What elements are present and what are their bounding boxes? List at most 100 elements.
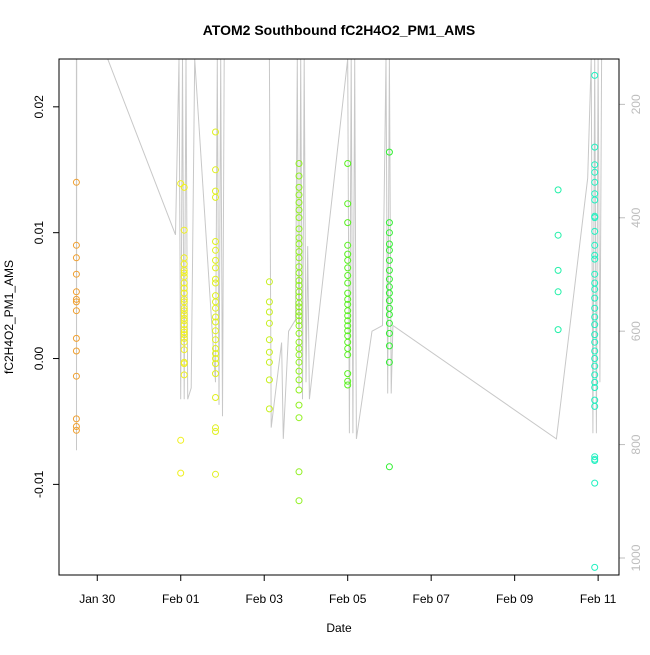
data-point bbox=[591, 453, 599, 461]
data-point bbox=[295, 322, 303, 330]
x-tick-label: Feb 01 bbox=[162, 592, 200, 606]
data-point bbox=[295, 386, 303, 394]
data-point bbox=[591, 347, 599, 355]
data-point bbox=[295, 312, 303, 320]
y-axis-label: fC2H4O2_PM1_AMS bbox=[2, 260, 16, 374]
data-point bbox=[180, 338, 188, 346]
data-point bbox=[385, 229, 393, 237]
data-point bbox=[591, 71, 599, 79]
data-point bbox=[295, 317, 303, 325]
y-tick-label: -0.01 bbox=[32, 470, 46, 498]
data-point bbox=[180, 326, 188, 334]
data-point bbox=[385, 358, 393, 366]
data-point bbox=[72, 241, 80, 249]
data-point bbox=[265, 358, 273, 366]
data-point bbox=[295, 358, 303, 366]
altitude-trace-line bbox=[75, 59, 603, 451]
data-point bbox=[265, 308, 273, 316]
data-point bbox=[212, 350, 219, 357]
data-point bbox=[295, 299, 303, 307]
data-point bbox=[212, 256, 219, 264]
data-point bbox=[180, 360, 188, 368]
data-point bbox=[212, 370, 219, 378]
data-point bbox=[344, 264, 352, 272]
data-point bbox=[344, 272, 352, 279]
y-tick-label: 0.00 bbox=[32, 347, 46, 371]
data-point bbox=[212, 428, 219, 435]
data-point bbox=[591, 241, 599, 249]
data-point bbox=[180, 183, 188, 191]
data-point bbox=[554, 231, 562, 239]
data-point bbox=[591, 178, 599, 186]
data-point bbox=[344, 312, 352, 320]
right-axis-tick-label: 400 bbox=[629, 207, 643, 227]
data-point bbox=[344, 370, 352, 378]
data-point bbox=[212, 424, 219, 432]
data-point bbox=[591, 378, 599, 386]
data-point bbox=[295, 303, 303, 311]
data-point bbox=[385, 289, 393, 297]
data-point bbox=[344, 377, 352, 385]
x-tick-label: Feb 07 bbox=[412, 592, 450, 606]
data-point bbox=[295, 497, 303, 505]
data-point bbox=[385, 329, 393, 337]
x-tick-label: Jan 30 bbox=[79, 592, 115, 606]
data-point bbox=[180, 331, 188, 339]
data-point bbox=[295, 329, 303, 337]
data-point bbox=[295, 288, 303, 296]
data-point bbox=[591, 338, 599, 346]
data-point bbox=[180, 279, 188, 287]
data-point bbox=[591, 304, 599, 312]
data-point bbox=[295, 172, 303, 180]
data-point bbox=[295, 308, 303, 316]
data-point bbox=[295, 191, 303, 199]
data-point bbox=[212, 360, 219, 368]
data-point bbox=[295, 225, 303, 233]
data-point bbox=[385, 463, 393, 471]
data-point bbox=[344, 295, 352, 303]
data-point bbox=[591, 214, 599, 222]
y-tick-label: 0.01 bbox=[32, 221, 46, 245]
data-point bbox=[295, 351, 303, 359]
data-point bbox=[212, 327, 219, 335]
data-point bbox=[344, 241, 352, 249]
data-point bbox=[295, 183, 303, 191]
data-point bbox=[72, 426, 80, 434]
data-point bbox=[591, 161, 599, 169]
data-point bbox=[385, 256, 393, 264]
data-point bbox=[295, 468, 303, 476]
data-point bbox=[295, 269, 303, 277]
data-point bbox=[344, 327, 352, 335]
data-point bbox=[180, 307, 188, 315]
data-point bbox=[212, 345, 219, 352]
data-point bbox=[212, 470, 219, 478]
data-point bbox=[265, 278, 273, 286]
data-points-layer bbox=[72, 71, 599, 571]
data-point bbox=[180, 284, 188, 292]
data-point bbox=[344, 307, 352, 315]
data-point bbox=[591, 355, 599, 362]
data-point bbox=[591, 371, 599, 379]
data-point bbox=[554, 186, 562, 194]
data-point bbox=[295, 367, 303, 375]
data-point bbox=[591, 321, 599, 329]
data-point bbox=[344, 279, 352, 287]
data-point bbox=[554, 266, 562, 274]
data-point bbox=[295, 254, 303, 262]
right-axis-tick-label: 600 bbox=[629, 321, 643, 341]
data-point bbox=[265, 376, 273, 384]
data-point bbox=[72, 334, 80, 342]
data-point bbox=[385, 311, 393, 318]
data-point bbox=[295, 277, 303, 284]
data-point bbox=[554, 288, 562, 296]
data-point bbox=[212, 394, 219, 401]
data-point bbox=[295, 214, 303, 222]
data-point bbox=[591, 455, 599, 463]
data-point bbox=[591, 479, 599, 487]
data-point bbox=[344, 317, 352, 325]
data-point bbox=[295, 376, 303, 384]
data-point bbox=[344, 256, 352, 264]
data-point bbox=[591, 294, 599, 302]
data-point bbox=[212, 304, 219, 312]
